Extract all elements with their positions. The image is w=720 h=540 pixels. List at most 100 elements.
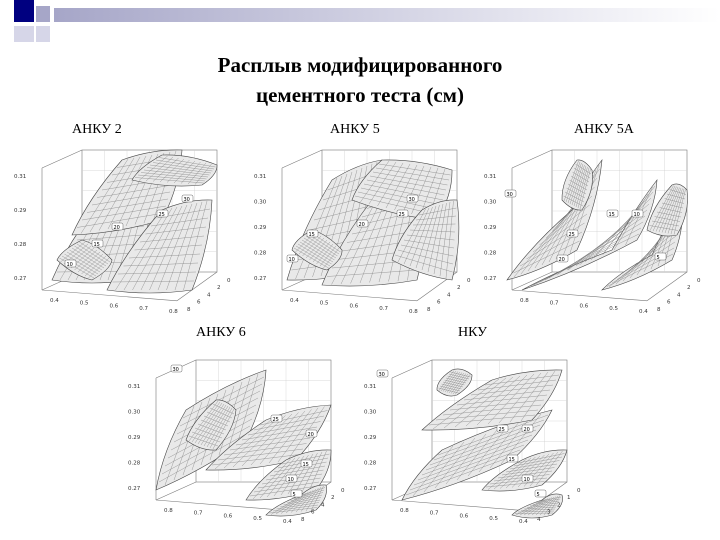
y-tick-label: 8 xyxy=(301,517,305,523)
z-tick-label: 0.28 xyxy=(128,461,141,467)
surface-sheet xyxy=(131,154,218,187)
svg-text:30: 30 xyxy=(379,372,385,378)
x-tick-label: 0.5 xyxy=(489,516,498,522)
svg-text:10: 10 xyxy=(288,477,294,483)
x-tick-label: 0.5 xyxy=(80,301,89,307)
slide-corner-decoration xyxy=(0,0,720,46)
deco-square-light-2 xyxy=(14,26,34,42)
contour-value-tag: 30 xyxy=(170,364,183,373)
surface-sheet xyxy=(351,159,453,221)
y-tick-label: 4 xyxy=(677,292,681,298)
contour-value-tag: 10 xyxy=(286,254,299,263)
x-tick-label: 0.6 xyxy=(224,513,233,519)
contour-value-tag: 10 xyxy=(64,259,77,268)
svg-text:10: 10 xyxy=(289,257,295,263)
x-tick-label: 0.7 xyxy=(430,511,439,517)
y-tick-label: 4 xyxy=(447,292,451,298)
x-tick-label: 0.5 xyxy=(253,516,262,522)
x-tick-label: 0.5 xyxy=(609,306,618,312)
z-tick-label: 0.29 xyxy=(128,435,141,441)
y-tick-label: 6 xyxy=(437,300,441,306)
z-tick-label: 0.29 xyxy=(14,208,27,214)
contour-value-tag: 25 xyxy=(566,229,579,238)
x-tick-label: 0.8 xyxy=(409,309,418,315)
z-tick-label: 0.31 xyxy=(484,174,496,180)
panel-label-anku5: АНКУ 5 xyxy=(330,122,380,137)
y-tick-label: 2 xyxy=(457,285,461,291)
svg-text:20: 20 xyxy=(308,432,314,438)
contour-value-tag: 30 xyxy=(181,194,194,203)
z-tick-label: 0.27 xyxy=(14,276,27,282)
deco-square-dark xyxy=(14,0,34,22)
svg-text:20: 20 xyxy=(359,222,365,228)
contour-value-tag: 10 xyxy=(285,474,298,483)
y-tick-label: 0 xyxy=(577,488,581,494)
contour-value-tag: 15 xyxy=(91,239,104,248)
z-tick-label: 0.30 xyxy=(364,410,377,416)
svg-text:10: 10 xyxy=(67,262,73,268)
y-tick-label: 0 xyxy=(467,278,471,284)
contour-value-tag: 25 xyxy=(270,414,283,423)
contour-value-tag: 30 xyxy=(376,369,389,378)
z-tick-label: 0.29 xyxy=(484,225,497,231)
svg-text:10: 10 xyxy=(634,212,640,218)
svg-text:25: 25 xyxy=(399,212,405,218)
z-tick-label: 0.27 xyxy=(128,486,141,492)
contour-value-tag: 15 xyxy=(506,454,519,463)
surface-plot-anku5a: 0.31 0.30 0.29 0.28 0.27 0.8 0.7 0.6 0.5 0.4 0 2 4 6 8… xyxy=(482,140,702,320)
y-tick-label: 6 xyxy=(667,300,671,306)
surface-sheet xyxy=(511,493,563,519)
y-tick-label: 3 xyxy=(547,510,551,516)
y-tick-label: 2 xyxy=(331,495,335,501)
deco-square-light xyxy=(36,26,50,42)
contour-value-tag: 5 xyxy=(654,252,667,261)
z-tick-label: 0.29 xyxy=(364,435,377,441)
y-tick-label: 4 xyxy=(207,292,211,298)
slide-title-line2: цементного теста (см) xyxy=(256,83,464,107)
svg-text:15: 15 xyxy=(94,242,100,248)
svg-text:20: 20 xyxy=(114,225,120,231)
contour-value-tag: 30 xyxy=(406,194,419,203)
surface-sheet xyxy=(291,229,343,271)
contour-value-tag: 5 xyxy=(534,489,547,498)
svg-text:5: 5 xyxy=(537,492,540,498)
surface-plot-anku6: 0.31 0.30 0.29 0.28 0.27 0.8 0.7 0.6 0.5 0.4 0 2 4 6 8… xyxy=(126,350,346,530)
svg-text:15: 15 xyxy=(309,232,315,238)
x-tick-label: 0.4 xyxy=(50,298,59,304)
x-tick-label: 0.8 xyxy=(164,508,173,514)
svg-text:20: 20 xyxy=(559,257,565,263)
y-tick-label: 4 xyxy=(537,517,541,523)
z-tick-label: 0.27 xyxy=(484,276,497,282)
x-tick-label: 0.4 xyxy=(283,519,292,525)
x-tick-label: 0.8 xyxy=(169,309,178,315)
surface-plot-svg: 0.31 0.30 0.29 0.28 0.27 0.8 0.7 0.6 0.5 0.4 02468… xyxy=(484,149,701,315)
x-tick-label: 0.7 xyxy=(379,306,388,312)
svg-text:25: 25 xyxy=(159,212,165,218)
contour-value-tag: 20 xyxy=(521,424,534,433)
surface-sheet xyxy=(391,199,460,281)
z-tick-label: 0.27 xyxy=(364,486,377,492)
slide-title: Расплыв модифицированного цементного тес… xyxy=(130,50,590,110)
z-tick-label: 0.31 xyxy=(254,174,266,180)
z-tick-label: 0.28 xyxy=(14,242,27,248)
contour-value-tag: 25 xyxy=(396,209,409,218)
z-tick-label: 0.28 xyxy=(364,461,377,467)
x-tick-label: 0.8 xyxy=(520,298,529,304)
x-tick-label: 0.6 xyxy=(110,303,119,309)
z-tick-label: 0.28 xyxy=(484,251,497,257)
panel-label-nku: НКУ xyxy=(458,325,488,340)
contour-value-tag: 20 xyxy=(111,222,124,231)
contour-value-tag: 20 xyxy=(305,429,318,438)
x-tick-label: 0.4 xyxy=(290,298,299,304)
y-tick-label: 2 xyxy=(217,285,221,291)
z-tick-label: 0.29 xyxy=(254,225,267,231)
surface-plot-anku5: 0.31 0.30 0.29 0.28 0.27 0.4 0.5 0.6 0.7 0.8 0 2 4 6 8… xyxy=(252,140,472,320)
svg-text:20: 20 xyxy=(524,427,530,433)
z-tick-label: 0.30 xyxy=(484,200,497,206)
panel-label-anku5a: АНКУ 5А xyxy=(574,122,634,137)
x-tick-label: 0.4 xyxy=(639,309,648,315)
svg-text:15: 15 xyxy=(303,462,309,468)
svg-text:25: 25 xyxy=(569,232,575,238)
y-tick-label: 6 xyxy=(311,510,315,516)
